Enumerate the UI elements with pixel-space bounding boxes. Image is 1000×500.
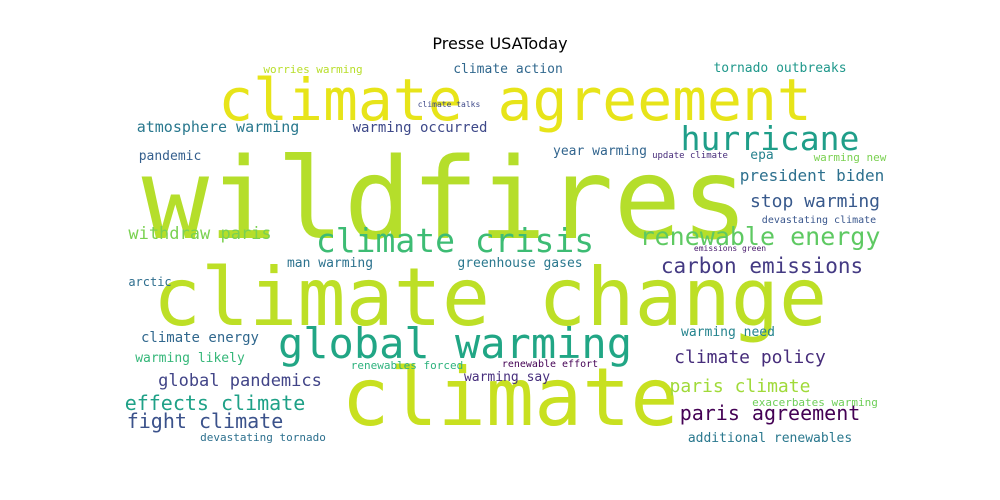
word-year-warming: year warming — [553, 144, 647, 159]
word-warming-new: warming new — [814, 151, 887, 164]
word-effects-climate: effects climate — [125, 391, 306, 415]
word-fight-climate: fight climate — [127, 409, 284, 433]
word-wildfires: wildfires — [142, 135, 749, 265]
word-warming-need: warming need — [681, 325, 775, 340]
word-carbon-emissions: carbon emissions — [661, 254, 863, 278]
word-worries-warming: worries warming — [263, 63, 362, 76]
word-warming-occurred: warming occurred — [353, 120, 488, 136]
word-climate: climate — [341, 351, 678, 444]
word-climate-change: climate change — [153, 251, 827, 344]
word-warming-likely: warming likely — [135, 351, 245, 366]
word-devastating-climate: devastating climate — [762, 215, 876, 226]
word-withdraw-paris: withdraw paris — [128, 224, 271, 244]
word-additional-renewables: additional renewables — [688, 431, 852, 446]
word-global-warming: global warming — [278, 319, 632, 368]
word-climate-action: climate action — [453, 62, 563, 77]
word-renewable-energy: renewable energy — [640, 222, 881, 251]
word-renewable-effort: renewable effort — [502, 359, 598, 370]
word-epa: epa — [750, 148, 773, 163]
chart-title: Presse USAToday — [432, 34, 568, 53]
word-arctic: arctic — [128, 275, 171, 289]
word-stop-warming: stop warming — [750, 191, 880, 212]
word-global-pandemics: global pandemics — [158, 371, 322, 391]
word-exacerbates-warming: exacerbates warming — [752, 396, 878, 409]
word-pandemic: pandemic — [139, 149, 202, 164]
word-climate-crisis: climate crisis — [316, 221, 594, 260]
word-hurricane: hurricane — [681, 119, 860, 158]
word-man-warming: man warming — [287, 256, 373, 271]
word-atmosphere-warming: atmosphere warming — [137, 118, 300, 136]
word-climate-agreement: climate agreement — [218, 66, 812, 134]
word-emissions-green: emissions green — [694, 244, 766, 253]
word-climate-energy: climate energy — [141, 330, 259, 346]
word-update-climate: update climate — [652, 151, 728, 161]
word-paris-climate: paris climate — [670, 376, 811, 397]
word-climate-policy: climate policy — [674, 347, 826, 368]
word-president-biden: president biden — [740, 166, 885, 185]
word-paris-agreement: paris agreement — [680, 401, 861, 425]
word-renewables-forced: renewables forced — [351, 359, 464, 372]
word-tornado-outbreaks: tornado outbreaks — [713, 61, 846, 76]
word-warming-say: warming say — [464, 370, 550, 385]
word-greenhouse-gases: greenhouse gases — [457, 256, 582, 271]
word-devastating-tornado: devastating tornado — [200, 431, 326, 444]
word-climate-talks: climate talks — [418, 100, 481, 109]
